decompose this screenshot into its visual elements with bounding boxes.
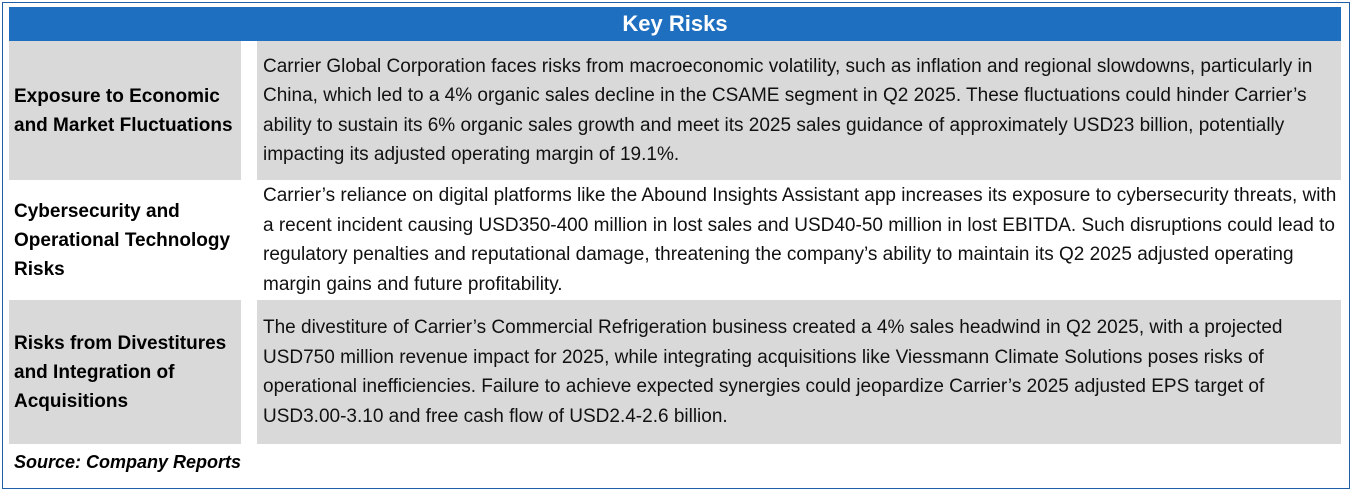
table-title: Key Risks xyxy=(9,7,1341,41)
risk-label: Exposure to Economic and Market Fluctuat… xyxy=(9,41,241,180)
risk-row-cybersecurity: Cybersecurity and Operational Technology… xyxy=(9,180,1341,300)
risk-description: The divestiture of Carrier’s Commercial … xyxy=(257,300,1341,444)
risk-row-economic: Exposure to Economic and Market Fluctuat… xyxy=(9,41,1341,180)
risk-label: Risks from Divestitures and Integration … xyxy=(9,300,241,444)
risk-description: Carrier Global Corporation faces risks f… xyxy=(257,41,1341,180)
risk-row-divestitures: Risks from Divestitures and Integration … xyxy=(9,300,1341,444)
risk-description: Carrier’s reliance on digital platforms … xyxy=(263,185,1337,295)
source-note: Source: Company Reports xyxy=(14,452,242,472)
risk-label: Cybersecurity and Operational Technology… xyxy=(14,200,231,280)
